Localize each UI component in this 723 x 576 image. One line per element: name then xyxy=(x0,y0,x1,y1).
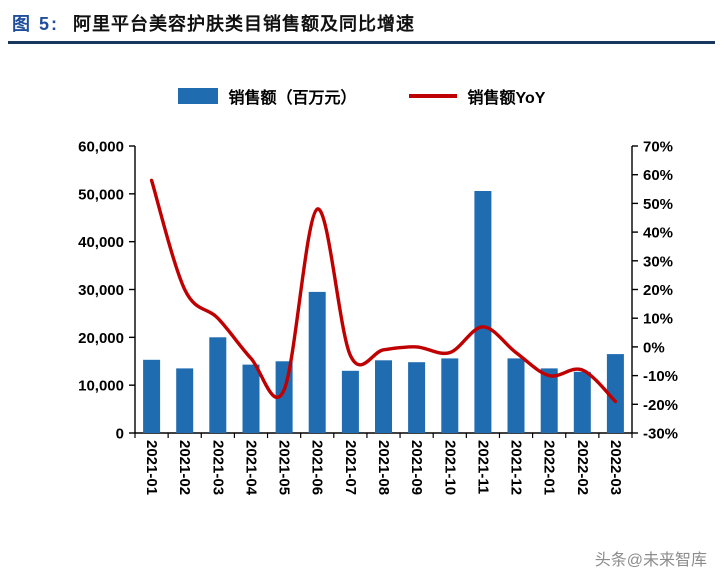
watermark: 头条@未来智库 xyxy=(594,552,707,569)
svg-text:2021-03: 2021-03 xyxy=(209,440,226,495)
svg-text:2021-07: 2021-07 xyxy=(342,440,359,495)
svg-text:2022-02: 2022-02 xyxy=(574,440,591,495)
right-axis-ticks: -30% -20% -10% 0% 10% 20% 30% 40% 50% 60% 70% xyxy=(632,139,678,443)
svg-text:70%: 70% xyxy=(643,139,673,156)
figure-title: 阿里平台美容护肤类目销售额及同比增速 xyxy=(73,14,416,34)
svg-text:-20%: -20% xyxy=(643,397,678,414)
svg-text:2021-12: 2021-12 xyxy=(508,440,525,495)
svg-text:2021-10: 2021-10 xyxy=(441,440,458,495)
bar-2021-08 xyxy=(375,360,392,433)
line-series-swatch xyxy=(408,94,457,98)
svg-text:40,000: 40,000 xyxy=(78,234,124,251)
left-axis-ticks: 0 10,000 20,000 30,000 40,000 50,000 60,000 xyxy=(78,139,135,443)
bar-2021-10 xyxy=(441,358,459,433)
yoy-line xyxy=(149,178,618,404)
svg-text:60%: 60% xyxy=(643,167,673,184)
sales-yoy-chart: 0 10,000 20,000 30,000 40,000 50,000 60,000 -30… xyxy=(78,139,678,496)
svg-text:10,000: 10,000 xyxy=(78,378,124,395)
bar-2021-03 xyxy=(209,337,227,433)
svg-text:30,000: 30,000 xyxy=(78,282,124,299)
bar-2021-04 xyxy=(242,364,260,433)
svg-text:2021-02: 2021-02 xyxy=(176,440,193,495)
svg-text:2021-11: 2021-11 xyxy=(474,440,491,494)
svg-text:0%: 0% xyxy=(643,339,665,356)
legend-item-sales: 销售额（百万元） xyxy=(177,84,357,108)
bar-2021-11 xyxy=(474,191,492,433)
svg-text:2021-05: 2021-05 xyxy=(276,440,293,495)
bar-series-swatch xyxy=(177,88,218,104)
bar-2021-01 xyxy=(143,359,161,433)
bar-2021-02 xyxy=(176,368,194,433)
bar-2021-12 xyxy=(507,358,525,433)
bar-2021-07 xyxy=(341,370,359,433)
svg-text:2022-01: 2022-01 xyxy=(541,440,558,495)
bar-2021-06 xyxy=(308,291,326,433)
bar-2022-03 xyxy=(606,354,624,433)
chart-legend: 销售额（百万元） 销售额YoY xyxy=(0,84,723,108)
legend-label-yoy: 销售额YoY xyxy=(467,90,546,107)
bar-2022-02 xyxy=(573,371,591,433)
svg-text:2022-03: 2022-03 xyxy=(607,440,624,495)
x-axis-labels: 2021-01 2021-02 2021-03 2021-04 2021-05 2021-… xyxy=(143,440,624,496)
svg-text:-10%: -10% xyxy=(643,368,678,385)
bar-2022-01 xyxy=(540,368,558,433)
legend-label-sales: 销售额（百万元） xyxy=(228,90,357,107)
svg-text:50%: 50% xyxy=(643,196,673,213)
svg-text:2021-01: 2021-01 xyxy=(143,440,160,495)
legend-item-yoy: 销售额YoY xyxy=(408,84,546,108)
svg-text:-30%: -30% xyxy=(643,426,678,443)
svg-text:50,000: 50,000 xyxy=(78,186,124,203)
svg-text:40%: 40% xyxy=(643,225,673,242)
svg-text:2021-09: 2021-09 xyxy=(408,440,425,495)
svg-text:30%: 30% xyxy=(643,253,673,270)
sales-bars xyxy=(143,191,624,434)
svg-text:2021-08: 2021-08 xyxy=(375,440,392,495)
svg-text:0: 0 xyxy=(116,426,124,443)
svg-text:20%: 20% xyxy=(643,282,673,299)
figure-label: 图 5: xyxy=(12,14,60,34)
header-rule xyxy=(8,41,715,44)
svg-text:10%: 10% xyxy=(643,311,673,328)
svg-text:2021-04: 2021-04 xyxy=(243,440,260,496)
bar-2021-09 xyxy=(408,362,426,433)
svg-text:2021-06: 2021-06 xyxy=(309,440,326,495)
figure-header: 图 5: 阿里平台美容护肤类目销售额及同比增速 xyxy=(0,0,723,41)
svg-text:20,000: 20,000 xyxy=(78,330,124,347)
svg-text:60,000: 60,000 xyxy=(78,139,124,156)
